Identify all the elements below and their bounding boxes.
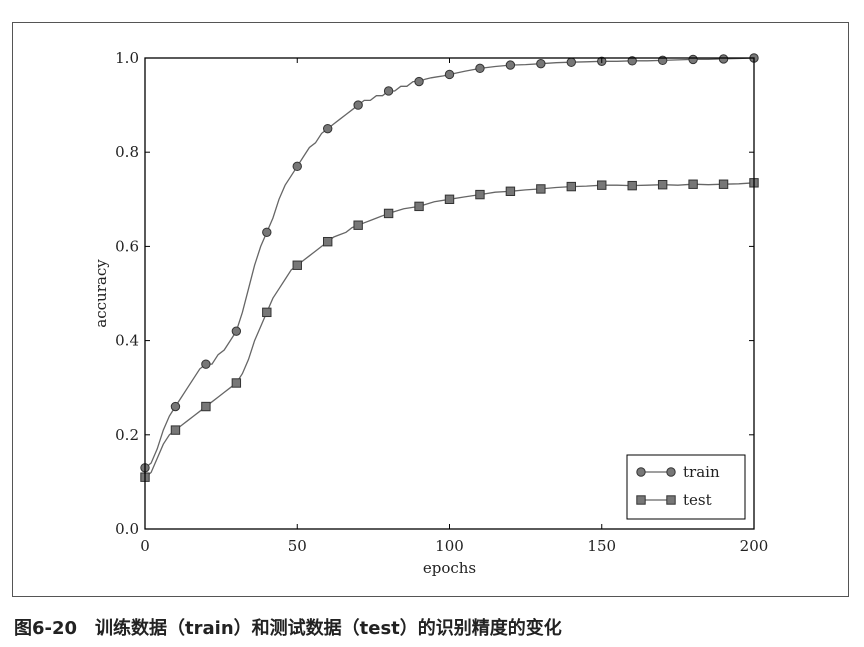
y-tick-label: 1.0 (115, 49, 139, 67)
data-point-test (718, 179, 729, 189)
series-train (140, 53, 759, 473)
y-tick-label: 0.0 (115, 520, 139, 538)
data-point-train (353, 100, 363, 110)
legend-label-train: train (683, 463, 720, 481)
data-point-test (231, 378, 242, 388)
legend-label-test: test (683, 491, 712, 509)
legend-marker-train (666, 467, 676, 477)
legend-marker-train (636, 467, 646, 477)
y-tick-label: 0.6 (115, 237, 139, 255)
data-point-test (627, 180, 637, 191)
data-point-test (292, 260, 302, 270)
data-point-test (323, 236, 333, 247)
data-point-test (170, 425, 181, 435)
data-point-train (505, 60, 516, 70)
data-point-train (475, 63, 485, 74)
figure-frame (12, 22, 849, 597)
data-point-test (383, 208, 394, 219)
x-tick-label: 0 (140, 537, 150, 555)
y-tick-label: 0.2 (115, 426, 139, 444)
data-point-train (536, 58, 546, 69)
legend-box (626, 454, 746, 520)
data-point-train (688, 54, 698, 65)
legend-marker-test (636, 495, 646, 505)
y-tick-label: 0.4 (115, 332, 139, 350)
x-tick-label: 50 (288, 537, 307, 555)
x-tick-label: 200 (740, 537, 769, 555)
data-point-train (292, 161, 302, 172)
data-point-train (444, 69, 455, 80)
data-point-test (444, 194, 455, 205)
data-point-test (566, 181, 576, 192)
data-point-test (688, 179, 698, 189)
data-point-train (718, 54, 729, 64)
legend: train test (626, 454, 746, 520)
data-point-test (201, 401, 211, 412)
data-point-train (323, 123, 333, 134)
data-point-test (353, 220, 363, 230)
data-point-test (536, 184, 546, 194)
data-point-test (505, 186, 516, 196)
data-point-test (657, 179, 668, 190)
x-tick-label: 150 (587, 537, 616, 555)
data-point-test (597, 180, 607, 190)
figure-caption: 图6-20 训练数据（train）和测试数据（test）的识别精度的变化 (14, 618, 562, 639)
y-tick-label: 0.8 (115, 143, 139, 161)
data-point-train (170, 401, 181, 412)
data-point-train (566, 57, 576, 67)
data-point-train (414, 76, 424, 87)
data-point-test (414, 201, 424, 212)
data-point-train (627, 56, 637, 66)
y-axis-label: accuracy (92, 259, 110, 328)
data-point-train (262, 227, 272, 237)
data-point-train (201, 359, 211, 369)
data-point-test (262, 307, 272, 318)
data-point-train (231, 326, 242, 336)
legend-marker-test (666, 495, 676, 505)
data-point-test (475, 189, 485, 200)
series-line-train (144, 57, 755, 469)
x-tick-label: 100 (435, 537, 464, 555)
x-axis-label: epochs (423, 559, 476, 577)
data-point-train (383, 86, 394, 96)
